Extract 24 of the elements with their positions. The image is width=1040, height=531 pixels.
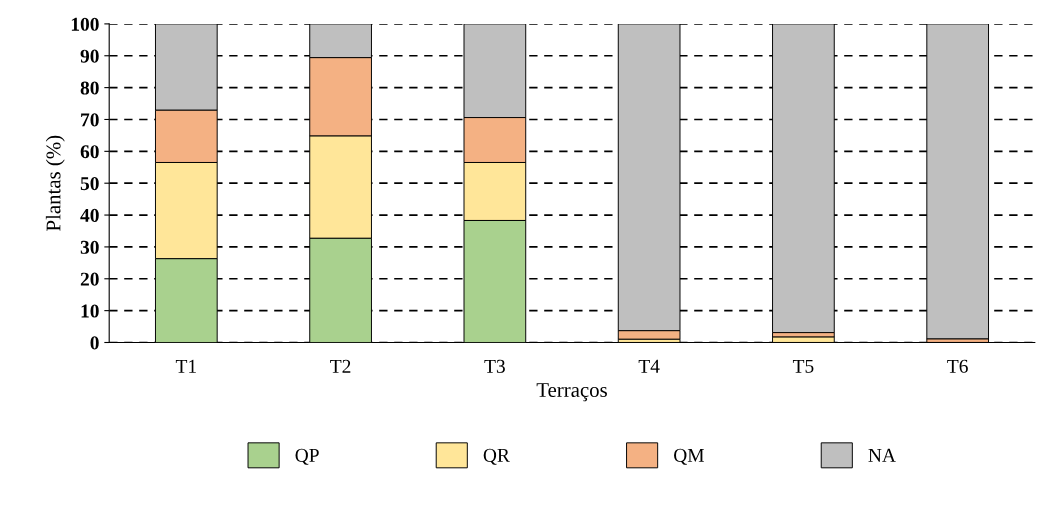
- y-axis-title: Plantas (%): [45, 135, 65, 231]
- y-tick-label: 90: [80, 49, 99, 63]
- y-tick-label: 30: [80, 240, 99, 254]
- x-tick-label: T3: [484, 359, 505, 373]
- y-tick-label: 20: [80, 272, 99, 286]
- legend-label: QM: [674, 448, 704, 465]
- y-tick-label: 80: [80, 81, 99, 95]
- x-axis-title: Terraços: [536, 383, 607, 402]
- x-tick-label: T2: [330, 359, 351, 373]
- x-tick-label: T1: [175, 359, 196, 373]
- legend-label: QR: [483, 448, 510, 465]
- y-tick-label: 50: [80, 177, 99, 191]
- y-tick-label: 0: [90, 336, 99, 350]
- y-tick-label: 70: [81, 113, 99, 127]
- legend-label: NA: [868, 448, 896, 462]
- legend-label: QP: [295, 448, 319, 465]
- x-tick-label: T4: [638, 359, 660, 373]
- y-tick-label: 100: [71, 17, 99, 31]
- x-tick-label: T6: [947, 359, 968, 373]
- bar: [772, 336, 835, 343]
- y-tick-label: 60: [80, 145, 99, 159]
- y-tick-label: 10: [81, 304, 99, 318]
- x-tick-label: T5: [792, 359, 814, 373]
- y-tick-label: 40: [80, 208, 99, 222]
